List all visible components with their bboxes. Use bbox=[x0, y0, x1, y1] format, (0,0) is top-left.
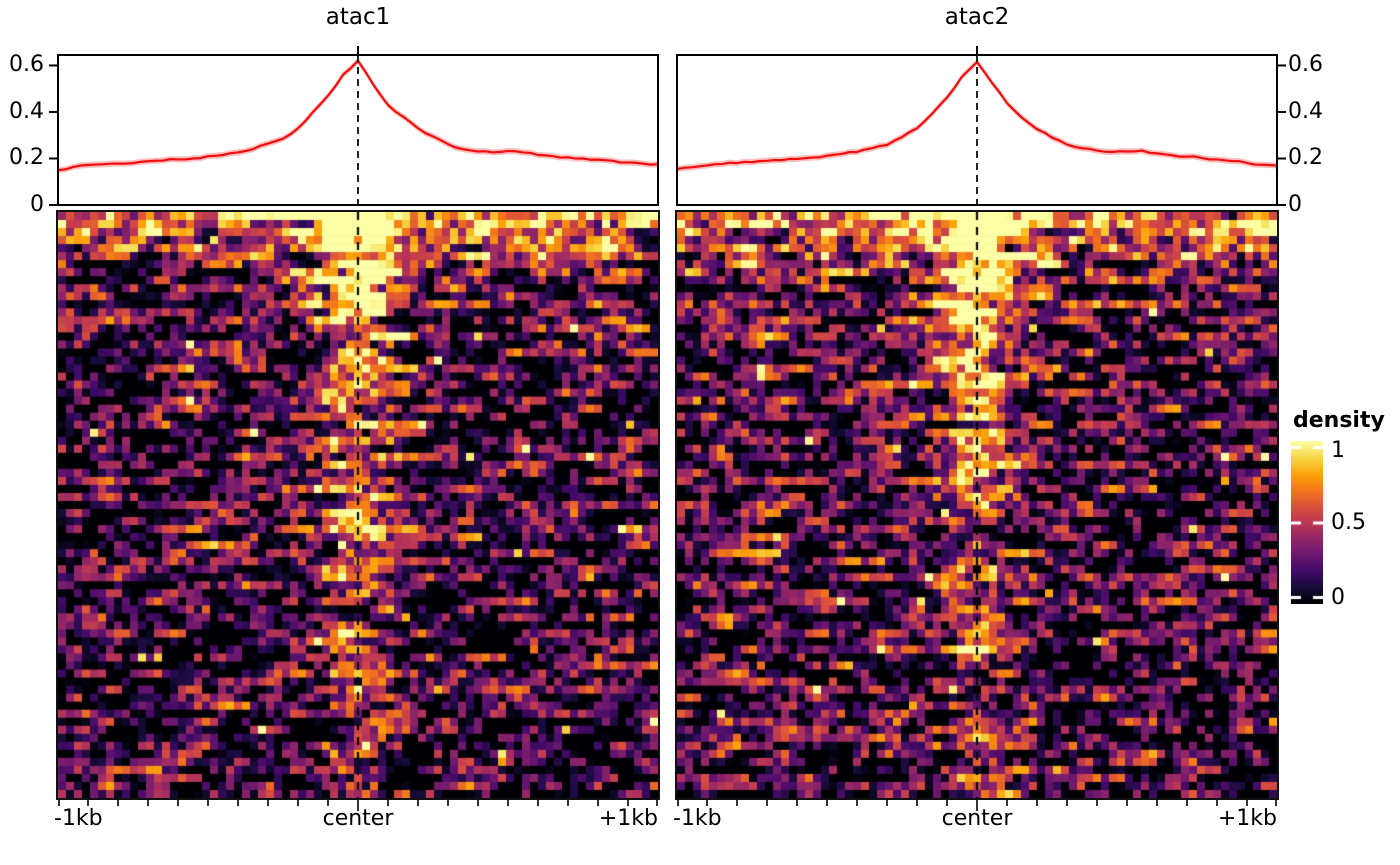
colorbar-tick-0.5: 0.5 bbox=[1331, 510, 1366, 535]
heatmap-atac1 bbox=[56, 210, 660, 800]
x-tick-label-minus1kb: -1kb bbox=[673, 806, 722, 831]
x-tick-label-minus1kb: -1kb bbox=[54, 806, 103, 831]
panel-title-atac1: atac1 bbox=[325, 4, 391, 30]
y-tick-label: 0.6 bbox=[9, 52, 44, 77]
y-tick-label: 0.6 bbox=[1288, 52, 1323, 77]
colorbar-tick-0: 0 bbox=[1331, 585, 1345, 610]
y-tick-label: 0.2 bbox=[1288, 145, 1323, 170]
x-axis-atac1 bbox=[58, 800, 658, 811]
profile-plot-atac2 bbox=[676, 46, 1286, 206]
y-tick-label: 0.2 bbox=[9, 145, 44, 170]
x-tick-label-plus1kb: +1kb bbox=[1217, 806, 1277, 831]
y-tick-label: 0.4 bbox=[9, 99, 44, 124]
y-tick-label: 0 bbox=[1288, 192, 1302, 217]
x-axis-atac2 bbox=[677, 800, 1277, 811]
profile-plot-atac1 bbox=[49, 46, 659, 206]
colorbar-title: density bbox=[1293, 408, 1385, 433]
heatmap-atac2 bbox=[675, 210, 1279, 800]
y-tick-label: 0 bbox=[30, 192, 44, 217]
x-tick-label-center: center bbox=[941, 806, 1013, 831]
panel-title-atac2: atac2 bbox=[944, 4, 1010, 30]
x-tick-label-center: center bbox=[322, 806, 394, 831]
colorbar-tick-1: 1 bbox=[1331, 438, 1345, 463]
colorbar bbox=[1291, 441, 1323, 604]
y-tick-label: 0.4 bbox=[1288, 99, 1323, 124]
x-tick-label-plus1kb: +1kb bbox=[598, 806, 658, 831]
